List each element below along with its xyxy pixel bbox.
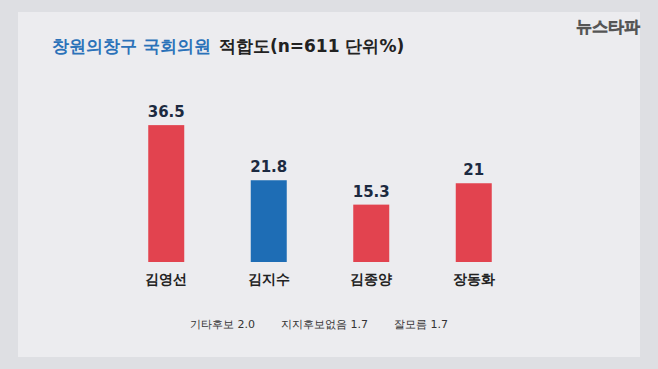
footnote: 기타후보 2.0 지지후보없음 1.7 잘모름 1.7 — [190, 318, 448, 331]
slide — [18, 12, 640, 357]
chart-svg: 창원의창구 국회의원 적합도(n=611 단위%) 뉴스타파 36.5 김영선 21.8 김… — [0, 0, 658, 369]
background — [0, 0, 658, 369]
bar — [148, 125, 184, 262]
data-label: 36.5 — [148, 103, 185, 121]
category-label: 김지수 — [248, 271, 290, 287]
title: 창원의창구 국회의원 — [52, 36, 211, 56]
bar — [353, 205, 389, 262]
bar — [251, 180, 287, 262]
category-label: 장동화 — [453, 271, 495, 287]
chart-container: 창원의창구 국회의원 적합도(n=611 단위%) 뉴스타파 36.5 김영선 21.8 김… — [0, 0, 658, 369]
annotation: 잘모름 1.7 — [394, 318, 448, 331]
category-label: 김종양 — [350, 271, 392, 287]
annotation: 기타후보 2.0 — [190, 318, 255, 331]
bars — [148, 125, 492, 262]
data-label: 21 — [463, 161, 484, 179]
bar — [456, 183, 492, 262]
data-label: 15.3 — [353, 183, 390, 201]
source: 뉴스타파 — [576, 17, 640, 36]
annotation: 지지후보없음 1.7 — [281, 318, 368, 331]
data-label: 21.8 — [250, 158, 287, 176]
labels: 36.5 김영선 21.8 김지수 15.3 김종양 21 장동화 — [145, 103, 495, 287]
title-line: 창원의창구 국회의원 적합도(n=611 단위%) — [52, 36, 404, 56]
subtitle: 적합도(n=611 단위%) — [219, 36, 404, 56]
category-label: 김영선 — [145, 271, 187, 287]
